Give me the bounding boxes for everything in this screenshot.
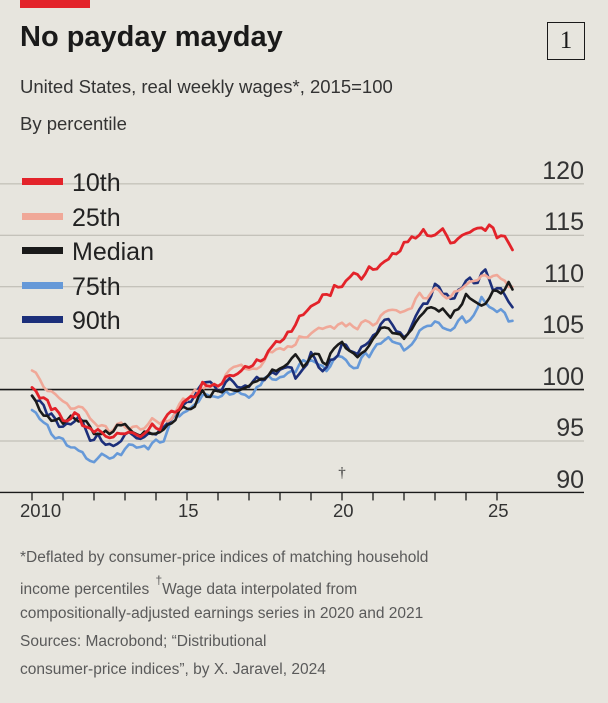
svg-text:†: † [338,465,346,481]
